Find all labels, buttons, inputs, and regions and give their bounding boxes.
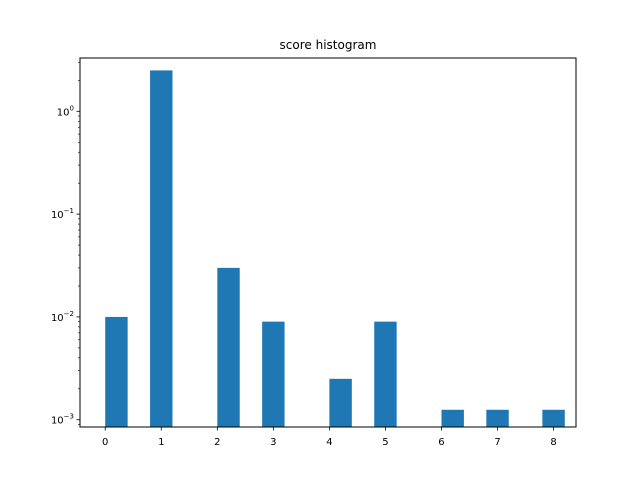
bar-5 [374, 321, 397, 427]
x-tick-label: 1 [158, 437, 164, 448]
plot-frame [79, 57, 577, 428]
bar-0 [105, 316, 128, 427]
bar-6 [441, 409, 464, 427]
bar-2 [217, 267, 240, 427]
y-tick-label: 10−1 [51, 207, 74, 221]
bar-8 [542, 409, 565, 427]
bar-7 [486, 409, 509, 427]
chart-title: score histogram [280, 38, 377, 52]
bar-1 [150, 70, 173, 428]
x-tick-label: 4 [326, 437, 332, 448]
y-tick-label: 100 [57, 104, 74, 118]
x-tick-label: 8 [550, 437, 556, 448]
y-tick-label: 10−2 [51, 310, 74, 324]
x-tick-label: 2 [214, 437, 220, 448]
x-tick-label: 3 [270, 437, 276, 448]
bars-group [105, 70, 565, 428]
bar-4 [329, 378, 352, 427]
y-tick-label: 10−3 [51, 413, 74, 427]
x-tick-label: 7 [494, 437, 500, 448]
x-axis: 0 1 2 3 4 5 6 7 8 [102, 427, 557, 448]
x-tick-label: 0 [102, 437, 108, 448]
y-axis: 10−3 10−2 10−1 100 [51, 61, 80, 427]
x-tick-label: 6 [438, 437, 444, 448]
x-tick-label: 5 [382, 437, 388, 448]
bar-3 [262, 321, 285, 427]
